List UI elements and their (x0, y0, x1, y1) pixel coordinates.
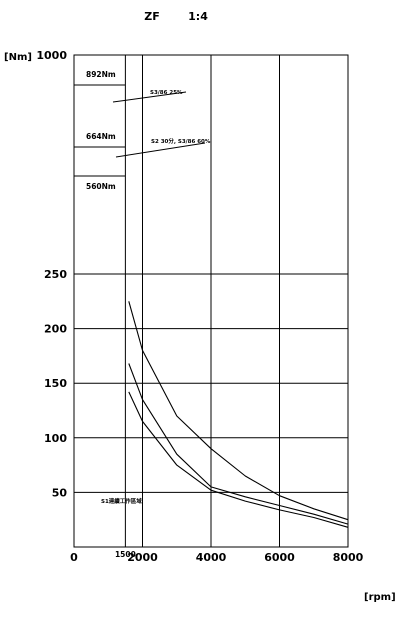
x-tick-label: 0 (70, 551, 78, 564)
y-axis-label: [Nm] (4, 52, 32, 63)
x-tick-label: 2000 (127, 551, 158, 564)
x-tick-label: 8000 (333, 551, 364, 564)
torque-level-label: 664Nm (86, 132, 116, 141)
x-tick-label: 6000 (264, 551, 295, 564)
y-tick-label: 200 (44, 323, 67, 336)
annotation-layer: S3/86 25% S2 30分, S3/86 60% S1連續工作區域 (101, 90, 211, 505)
y-tick-label: 100 (44, 432, 67, 445)
x-tick-label: 1500 (115, 550, 136, 559)
series-line-2 (128, 363, 349, 525)
series-line-1 (128, 301, 349, 521)
chart-title: ZF (144, 10, 160, 23)
torque-level-label: 560Nm (86, 182, 116, 191)
x-tick-label: 4000 (196, 551, 227, 564)
series-line-3 (128, 391, 349, 528)
curve-layer (128, 301, 349, 528)
annotation-s2-s3: S2 30分, S3/86 60% (151, 137, 211, 145)
annotation-s3-25: S3/86 25% (150, 90, 183, 96)
grid-layer (73, 54, 349, 548)
annotation-leader (115, 142, 206, 158)
x-axis-label: [rpm] (364, 592, 396, 603)
y-tick-label: 150 (44, 377, 67, 390)
y-tick-label: 50 (52, 486, 68, 499)
annotation-s1-zone: S1連續工作區域 (101, 497, 142, 505)
torque-level-layer: 892Nm 664Nm 560Nm (74, 55, 126, 547)
y-tick-label: 1000 (36, 49, 67, 62)
y-tick-label: 250 (44, 268, 67, 281)
chart-subtitle: 1:4 (188, 10, 208, 23)
torque-level-label: 892Nm (86, 70, 116, 79)
annotation-leader (112, 91, 187, 103)
